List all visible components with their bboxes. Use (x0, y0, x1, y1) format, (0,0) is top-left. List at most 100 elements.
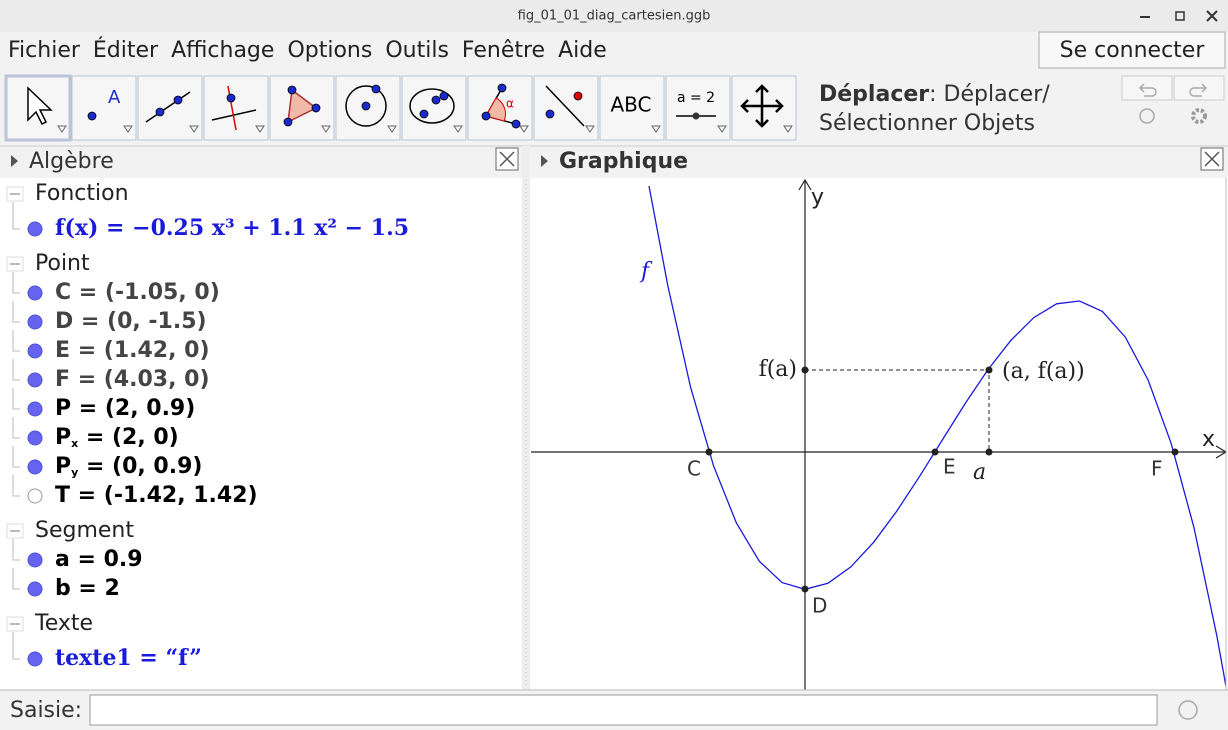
algebra-item[interactable]: P = (2, 0.9) (55, 396, 195, 421)
menu-item[interactable]: Fichier (8, 38, 81, 63)
point[interactable] (931, 448, 939, 456)
menu-item[interactable]: Outils (385, 38, 449, 63)
tool-menu-arrow (387, 125, 397, 133)
graphics-title: Graphique (559, 149, 688, 174)
tool-help-name: Déplacer (819, 82, 929, 107)
icon-dot (87, 111, 97, 121)
tree-line (12, 446, 20, 468)
close-button[interactable] (1206, 10, 1218, 22)
algebra-item[interactable]: a = 0.9 (55, 547, 143, 572)
help-button[interactable] (1178, 700, 1198, 720)
item-definition: = (0, 0.9) (78, 454, 202, 479)
visibility-toggle[interactable] (27, 372, 43, 388)
collapse-icon[interactable] (541, 155, 548, 167)
icon-text: α (506, 97, 514, 111)
icon-ellipse (409, 88, 455, 124)
menu-item[interactable]: Affichage (171, 38, 274, 63)
tool-button[interactable] (203, 75, 269, 141)
icon-line (545, 85, 585, 127)
tool-menu-arrow (255, 125, 265, 133)
tool-button[interactable] (71, 75, 137, 141)
point[interactable] (985, 448, 993, 456)
visibility-toggle[interactable] (27, 459, 43, 475)
icon-text: a = 2 (677, 90, 715, 106)
y-axis-arrow (798, 178, 812, 191)
group-name: Texte (34, 611, 93, 636)
algebra-item[interactable]: Px = (2, 0) (55, 425, 179, 450)
visibility-toggle[interactable] (27, 651, 43, 667)
close-icon (1204, 151, 1220, 167)
visibility-toggle[interactable] (27, 314, 43, 330)
curve-label: f (639, 259, 653, 284)
algebra-item[interactable]: E = (1.42, 0) (55, 338, 210, 363)
tool-button[interactable] (599, 75, 665, 141)
menu-item[interactable]: Aide (558, 38, 607, 63)
tool-icon (545, 85, 585, 127)
item-label: b = 2 (55, 576, 120, 601)
point[interactable] (801, 366, 809, 374)
icon-circle (345, 85, 387, 127)
item-definition: = (2, 0) (78, 425, 179, 450)
visibility-toggle[interactable] (27, 343, 43, 359)
algebra-item[interactable]: F = (4.03, 0) (55, 367, 210, 392)
maximize-button[interactable] (1175, 11, 1185, 21)
menu-item[interactable]: Options (287, 38, 372, 63)
algebra-item[interactable]: C = (-1.05, 0) (55, 280, 220, 305)
algebra-item[interactable]: b = 2 (55, 576, 120, 601)
help-button[interactable] (1139, 108, 1155, 124)
input-label: Saisie: (10, 698, 82, 723)
point[interactable] (1171, 448, 1179, 456)
tool-icon: α (481, 83, 521, 129)
icon-dot (692, 112, 700, 120)
tool-button[interactable] (665, 75, 731, 141)
points (705, 366, 1179, 593)
algebra-item[interactable]: T = (-1.42, 1.42) (55, 483, 258, 508)
input-field[interactable] (89, 694, 1158, 726)
visibility-toggle[interactable] (27, 401, 43, 417)
graphics-view: y x f f(a) (a, f(a)) C E a F D (531, 178, 1228, 690)
algebra-item[interactable]: D = (0, -1.5) (55, 309, 207, 334)
tool-menu-arrow (453, 125, 463, 133)
visibility-toggle[interactable] (27, 430, 43, 446)
settings-button[interactable] (1191, 108, 1207, 124)
item-label: T = (-1.42, 1.42) (55, 483, 258, 508)
login-label[interactable]: Se connecter (1060, 38, 1206, 63)
algebra-item[interactable]: f(x) = −0.25 x³ + 1.1 x² − 1.5 (55, 215, 409, 241)
menu: Fichier Éditer Affichage Options Outils Fenêt… (8, 37, 607, 63)
visibility-toggle[interactable] (27, 221, 43, 237)
point[interactable] (801, 585, 809, 593)
algebra-item[interactable]: Py = (0, 0.9) (55, 454, 202, 479)
panel-header-bar (0, 146, 1228, 178)
icon-dot (545, 109, 555, 119)
close-icon (499, 151, 515, 167)
axis-label: x (1202, 427, 1215, 452)
icon-move (740, 84, 784, 128)
tree-line (12, 272, 20, 294)
visibility-toggle[interactable] (27, 285, 43, 301)
visibility-toggle[interactable] (27, 581, 43, 597)
menu-item[interactable]: Éditer (93, 37, 159, 63)
login-button[interactable] (1038, 31, 1226, 69)
function-curve[interactable] (648, 185, 1227, 687)
point[interactable] (705, 448, 713, 456)
item-label: texte1 = “f” (55, 645, 202, 671)
item-subscript: y (71, 466, 78, 479)
icon-dot (361, 101, 371, 111)
menu-item[interactable]: Fenêtre (462, 38, 545, 63)
point-label: (a, f(a)) (1002, 359, 1085, 384)
splitter[interactable] (522, 146, 530, 690)
tool-button[interactable] (137, 75, 203, 141)
tool-help: : Déplacer/ (929, 82, 1050, 107)
algebra-item[interactable]: texte1 = “f” (55, 645, 202, 671)
point[interactable] (985, 366, 993, 374)
item-label: D = (0, -1.5) (55, 309, 207, 334)
visibility-toggle[interactable] (27, 488, 43, 504)
icon-dot (173, 95, 183, 105)
collapse-icon[interactable] (11, 155, 18, 167)
tool-icon: a = 2 (676, 90, 716, 120)
tool-button[interactable] (4, 74, 72, 142)
visibility-toggle[interactable] (27, 552, 43, 568)
tree-line (12, 568, 20, 590)
tool-button[interactable] (401, 75, 467, 141)
